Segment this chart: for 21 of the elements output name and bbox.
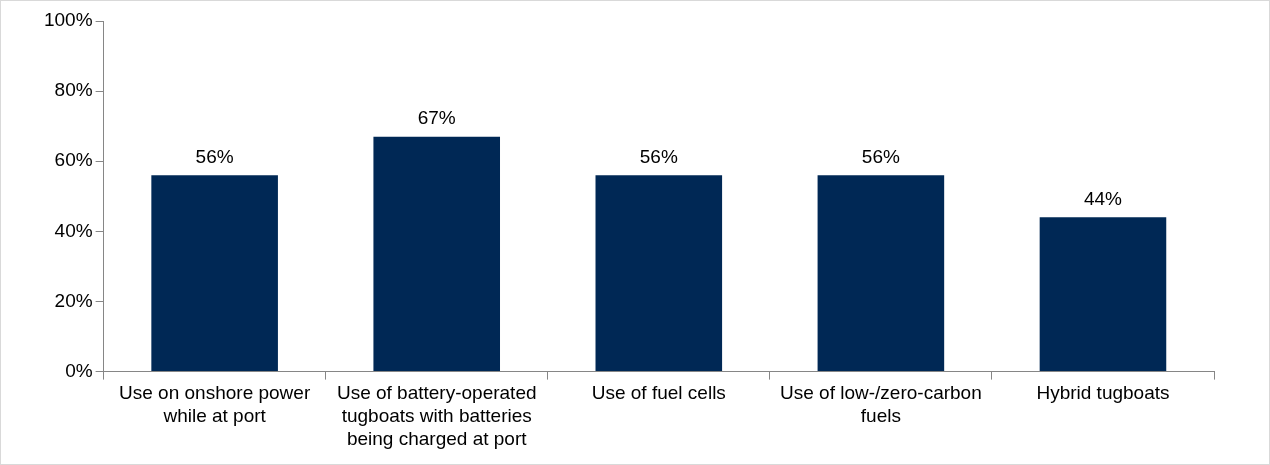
data-label: 56% <box>195 146 234 167</box>
x-tick-label: Use on onshore power while at port <box>119 382 311 427</box>
data-label: 56% <box>861 146 900 167</box>
y-tick-label: 100% <box>43 9 93 31</box>
bar <box>151 175 278 372</box>
x-tick-label: Hybrid tugboats <box>1036 382 1170 404</box>
bar <box>373 136 501 372</box>
bar <box>1039 217 1167 372</box>
data-label: 67% <box>417 107 456 129</box>
y-tick-label: 0% <box>65 359 93 381</box>
data-label: 44% <box>1083 188 1123 210</box>
y-tick-label: 40% <box>54 219 93 241</box>
data-label: 56% <box>639 146 678 167</box>
y-tick-label: 60% <box>54 149 93 171</box>
bar <box>817 175 945 372</box>
y-tick-label: 80% <box>54 79 93 101</box>
y-tick-label: 20% <box>54 289 93 311</box>
x-tick-label: Use of low-/zero-carbon fuels <box>780 382 982 427</box>
x-tick-label: Use of battery-operated tugboats with batteries being charged at port <box>336 382 537 449</box>
x-tick-label: Use of fuel cells <box>591 382 726 404</box>
bar <box>595 175 723 372</box>
